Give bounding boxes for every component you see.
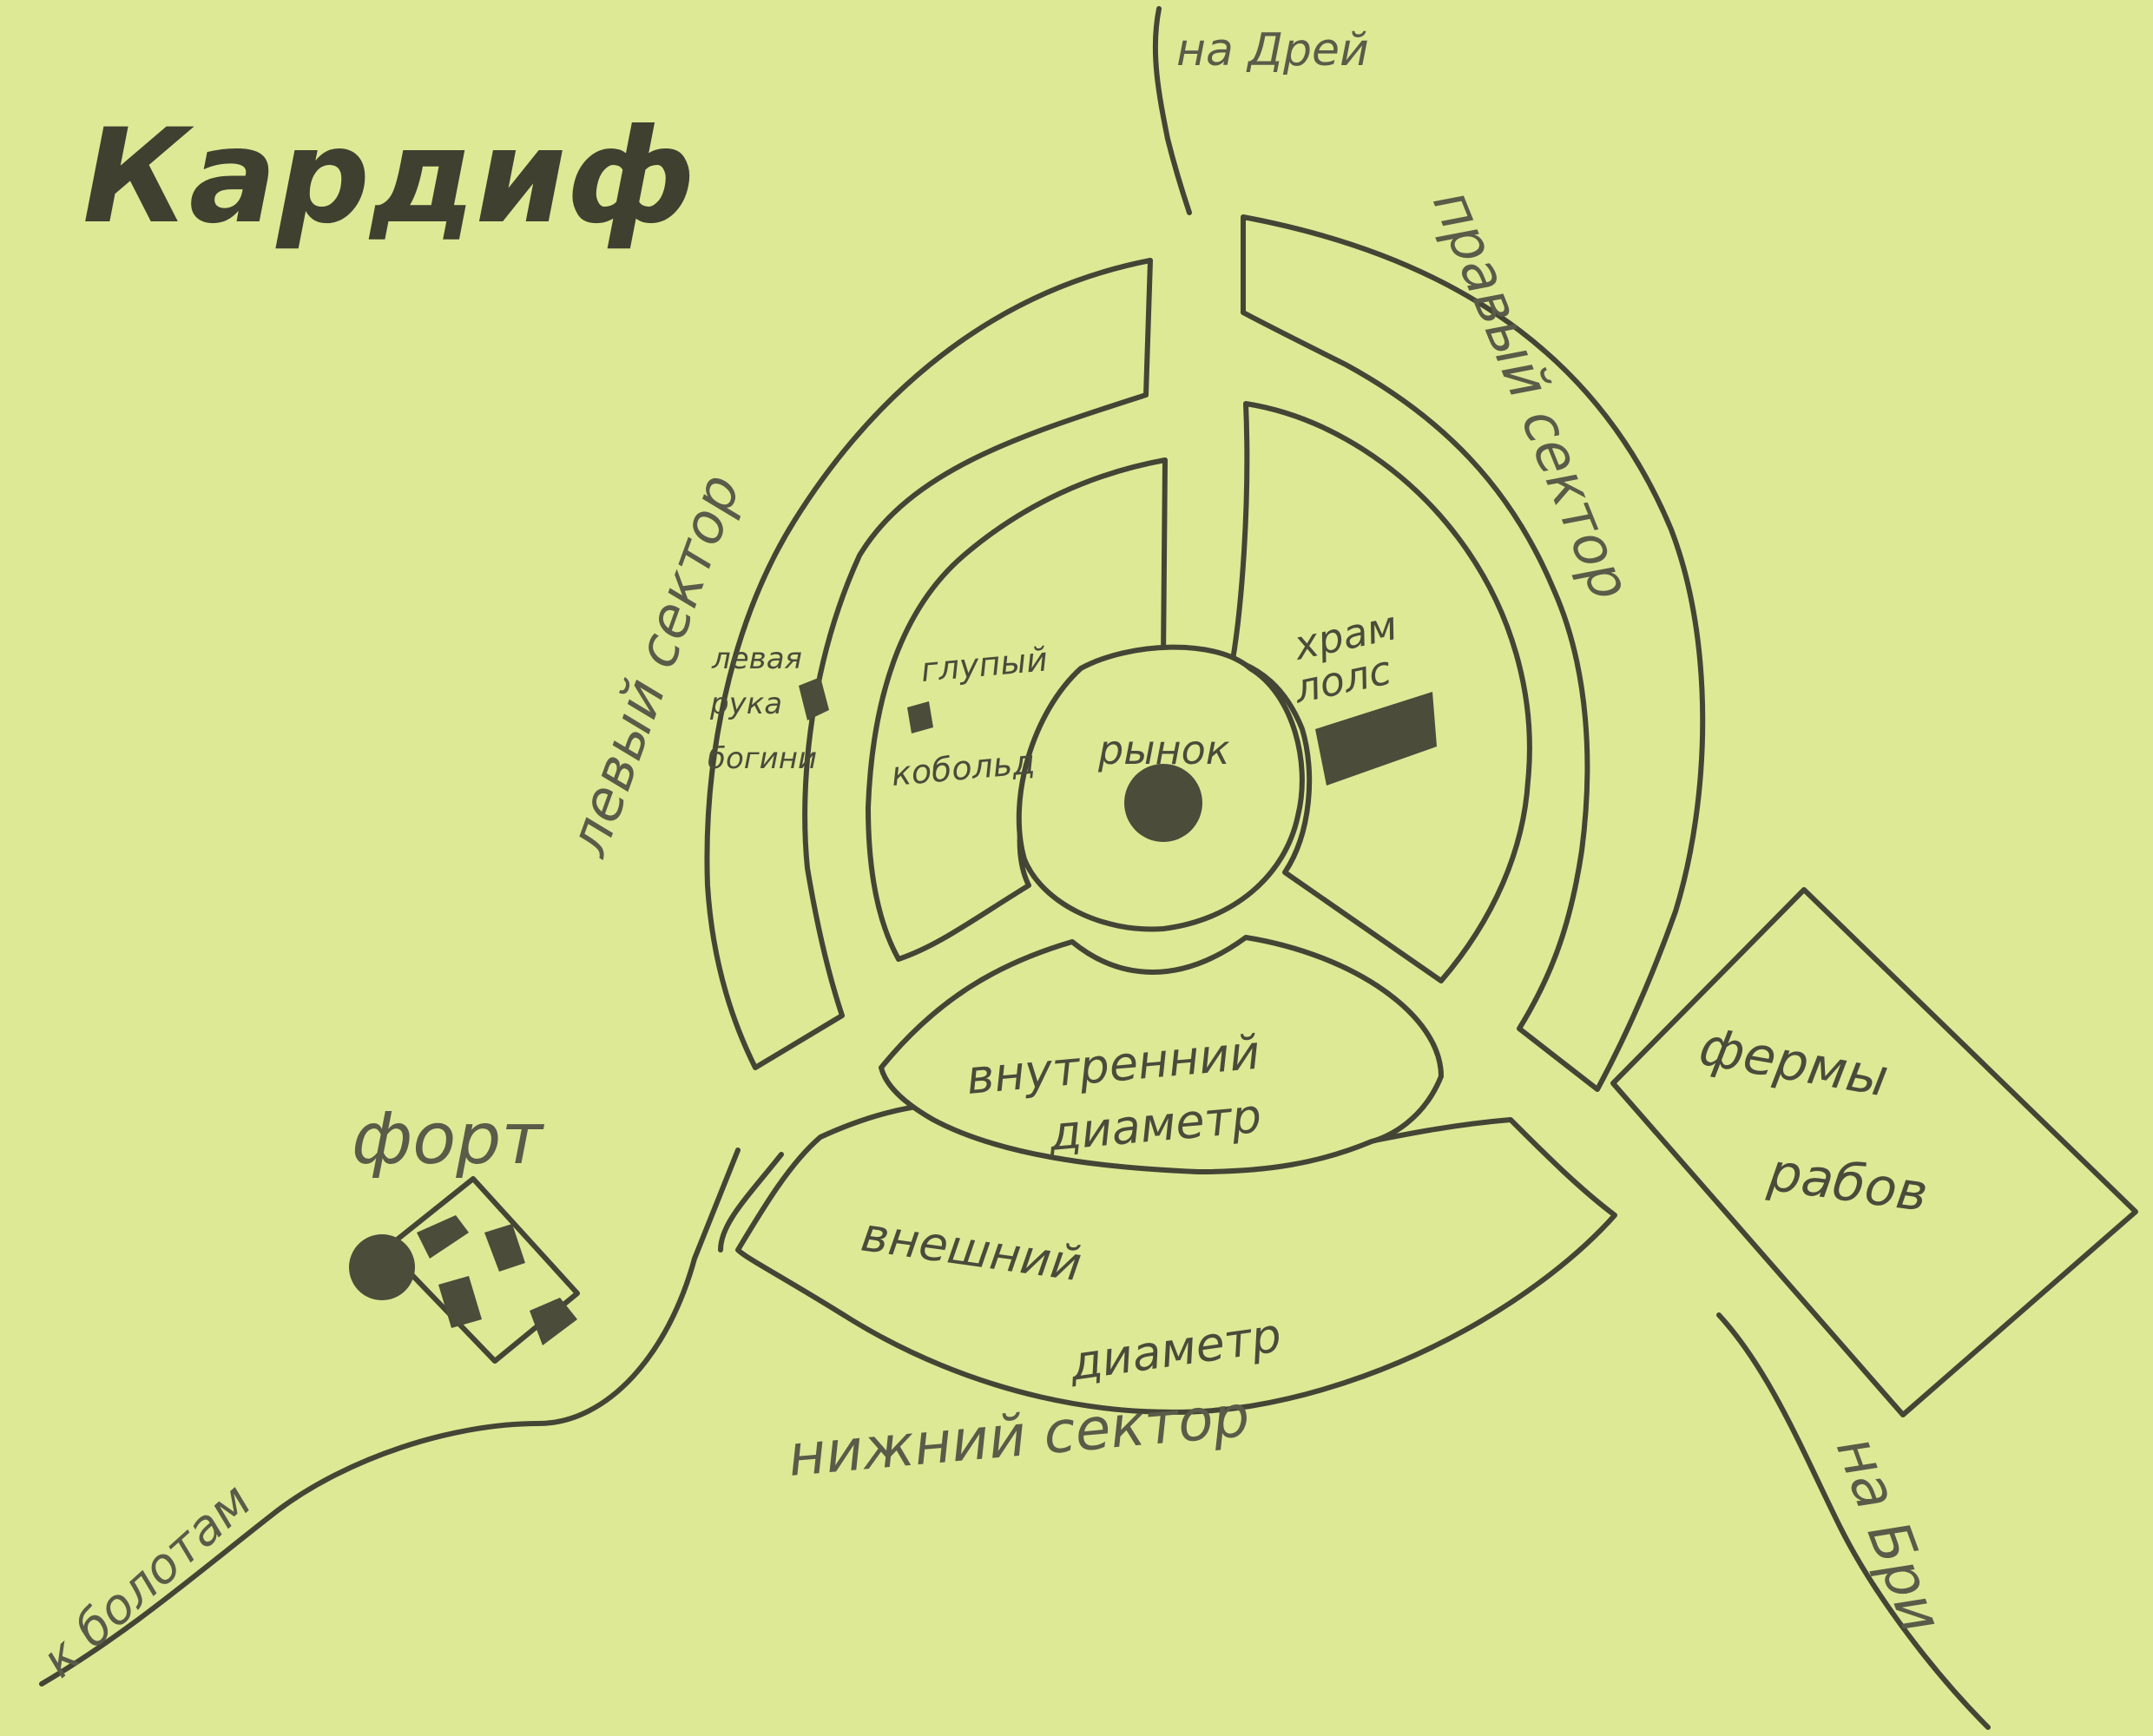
market-label: рынок — [1097, 727, 1230, 773]
road-southwest-label: к болотам — [31, 1473, 262, 1689]
fort — [349, 1176, 580, 1364]
block-inner-right — [1230, 401, 1532, 983]
block-outer-left — [704, 258, 1153, 1070]
goddess-shrine — [799, 677, 829, 720]
temple-building — [1315, 692, 1437, 786]
goddess-label-3: богини — [708, 741, 817, 776]
market-dot — [1124, 764, 1202, 842]
road-north — [1152, 6, 1192, 215]
block-outer-right — [1241, 214, 1706, 1092]
fort-label: форт — [352, 1098, 544, 1180]
road-southwest-edge — [718, 1152, 784, 1253]
road-southwest — [39, 1147, 741, 1687]
goddess-label-1: левая — [711, 641, 802, 676]
road-north-label: на Дрей — [1176, 24, 1369, 76]
road-southeast — [1716, 1312, 1991, 1730]
block-inner-bottom — [879, 935, 1444, 1174]
kobold-house — [907, 701, 933, 733]
goddess-label-2: рука — [709, 687, 782, 721]
sector-bottom-label: нижний сектор — [786, 1383, 1253, 1489]
slave-farms — [1610, 887, 2138, 1417]
map-title: Кардиф — [82, 102, 695, 253]
